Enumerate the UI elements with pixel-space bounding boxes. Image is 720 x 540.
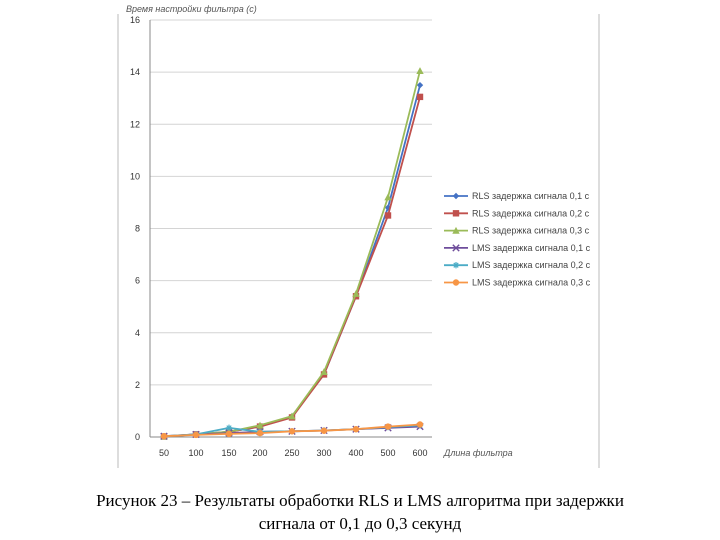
series-line: [163, 84, 421, 438]
data-point: [256, 421, 264, 429]
data-point: [452, 192, 460, 200]
y-tick-label: 8: [135, 224, 140, 234]
series-line: [163, 70, 421, 438]
data-point: [452, 226, 460, 234]
data-point: [192, 431, 200, 439]
data-point: [416, 67, 424, 75]
y-tick-label: 0: [135, 432, 140, 442]
data-point: [452, 244, 460, 252]
series-1: [160, 81, 424, 440]
x-tick-label: 100: [188, 448, 203, 458]
data-point: [452, 210, 460, 217]
legend-item: LMS задержка сигнала 0,3 с: [444, 278, 591, 288]
legend-label: RLS задержка сигнала 0,3 с: [472, 226, 590, 236]
legend: RLS задержка сигнала 0,1 с RLS задержка с…: [444, 191, 591, 288]
legend-item: LMS задержка сигнала 0,1 с: [444, 243, 591, 253]
x-tick-label: 300: [316, 448, 331, 458]
data-point: [288, 412, 296, 420]
data-point: [416, 81, 424, 89]
data-point: [416, 93, 424, 101]
data-point: [320, 427, 328, 434]
x-tick-label: 500: [380, 448, 395, 458]
data-point: [352, 289, 360, 297]
series-6: [160, 421, 424, 440]
data-point: [384, 212, 392, 219]
x-tick-label: 250: [284, 448, 299, 458]
series-line: [163, 96, 421, 438]
data-point: [256, 429, 264, 437]
data-point: [160, 433, 168, 440]
y-tick-label: 12: [130, 119, 140, 129]
legend-label: LMS задержка сигнала 0,2 с: [472, 260, 591, 270]
series-3: [160, 67, 424, 440]
figure-caption-line-1: Рисунок 23 – Результаты обработки RLS и …: [96, 491, 624, 510]
x-tick-label: 400: [348, 448, 363, 458]
x-tick-label: 200: [252, 448, 267, 458]
data-point: [225, 424, 233, 432]
gridlines: [150, 19, 432, 386]
data-point: [352, 425, 360, 433]
figure-caption-line-2: сигнала от 0,1 до 0,3 секунд: [258, 514, 462, 533]
legend-label: RLS задержка сигнала 0,2 с: [472, 208, 590, 218]
chart: 0 2 4 6 8 10 12 14 16 50 100 150 200 250 300 400 500 600…: [117, 4, 600, 468]
data-point: [288, 428, 296, 435]
x-tick-label: 150: [221, 448, 236, 458]
data-point: [452, 262, 460, 269]
legend-item: RLS задержка сигнала 0,3 с: [444, 226, 590, 236]
legend-label: LMS задержка сигнала 0,1 с: [472, 243, 591, 253]
legend-label: LMS задержка сигнала 0,3 с: [472, 278, 591, 288]
y-tick-label: 2: [135, 380, 140, 390]
data-point: [384, 423, 392, 430]
y-tick-labels: 0 2 4 6 8 10 12 14 16: [130, 15, 140, 442]
y-tick-label: 10: [130, 171, 140, 181]
y-axis-label: Время настройки фильтра (с): [126, 4, 257, 14]
data-point: [225, 430, 233, 438]
y-tick-label: 4: [135, 328, 140, 338]
data-point: [416, 421, 424, 428]
x-tick-labels: 50 100 150 200 250 300 400 500 600: [159, 448, 428, 458]
data-point: [320, 368, 328, 376]
y-tick-label: 14: [130, 67, 140, 77]
legend-item: LMS задержка сигнала 0,2 с: [444, 260, 591, 270]
series-group: [160, 67, 424, 440]
x-tick-label: 50: [159, 448, 169, 458]
y-tick-label: 6: [135, 276, 140, 286]
data-point: [452, 279, 460, 286]
x-tick-label: 600: [412, 448, 427, 458]
x-axis-label: Длина фильтра: [443, 448, 513, 458]
legend-item: RLS задержка сигнала 0,1 с: [444, 191, 590, 201]
y-tick-label: 16: [130, 15, 140, 25]
legend-item: RLS задержка сигнала 0,2 с: [444, 208, 590, 218]
data-point: [384, 193, 392, 201]
legend-label: RLS задержка сигнала 0,1 с: [472, 191, 590, 201]
series-2: [160, 93, 424, 440]
